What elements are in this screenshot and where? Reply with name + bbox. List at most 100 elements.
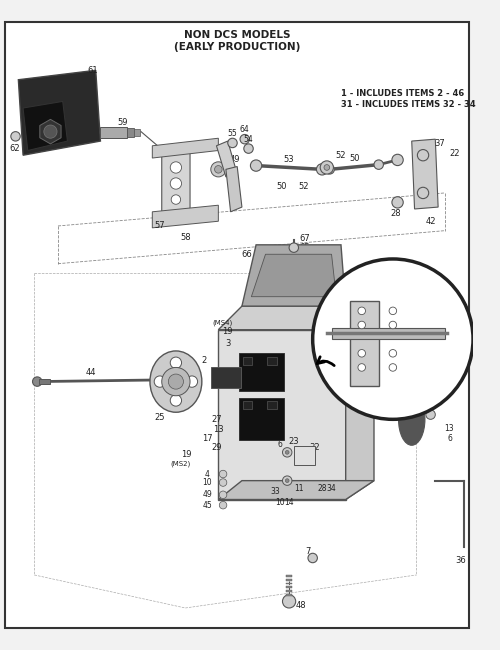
Bar [39,379,50,384]
Text: 62: 62 [10,144,20,153]
Ellipse shape [150,351,202,412]
Circle shape [286,479,289,482]
Text: 37: 37 [434,139,446,148]
FancyArrowPatch shape [317,357,334,365]
Ellipse shape [398,398,425,412]
Text: 19: 19 [222,327,233,336]
Text: 32: 32 [310,443,320,452]
Text: 52: 52 [336,151,346,160]
Text: 50: 50 [349,155,360,164]
Text: 13: 13 [388,370,398,380]
Text: 64: 64 [240,125,250,135]
Polygon shape [216,141,237,177]
Polygon shape [350,302,378,386]
Text: 50: 50 [276,182,287,191]
Text: 19: 19 [181,450,192,459]
Polygon shape [242,245,346,306]
Circle shape [389,364,396,371]
Text: 36: 36 [456,556,466,566]
Circle shape [220,479,227,486]
Circle shape [316,164,328,175]
Circle shape [170,178,181,189]
Text: 13: 13 [213,425,224,434]
Polygon shape [218,330,346,499]
Bar [286,578,292,580]
Circle shape [389,350,396,357]
Circle shape [308,553,318,563]
Circle shape [392,154,403,166]
Text: 17: 17 [202,434,212,443]
Text: 3: 3 [225,339,230,348]
Circle shape [388,410,398,419]
Circle shape [426,410,436,419]
Bar [100,127,127,138]
Bar [134,129,140,136]
Text: 66: 66 [242,250,252,259]
Text: 13: 13 [364,325,374,334]
Circle shape [220,491,227,499]
Polygon shape [218,306,374,330]
Bar [239,354,284,391]
Text: 45: 45 [202,500,212,510]
Circle shape [358,307,366,315]
Bar [332,328,444,339]
Circle shape [389,321,396,329]
Bar [294,446,314,465]
Text: 65: 65 [300,243,310,252]
Circle shape [44,125,57,138]
Circle shape [325,164,334,174]
Bar [268,402,277,409]
Text: (MS2): (MS2) [170,460,190,467]
Circle shape [286,450,289,454]
Text: 33: 33 [270,488,280,497]
Text: 34: 34 [326,484,336,493]
Text: 46: 46 [426,391,436,400]
Circle shape [214,166,222,173]
Circle shape [228,138,237,148]
Bar [243,357,252,365]
Polygon shape [152,138,218,158]
Text: 28: 28 [390,209,401,218]
Text: 67: 67 [300,234,310,242]
Text: 44: 44 [86,368,97,376]
Polygon shape [346,306,374,499]
Polygon shape [23,101,68,151]
Polygon shape [252,254,336,296]
Circle shape [168,374,184,389]
Circle shape [282,595,296,608]
Circle shape [240,135,250,144]
Text: 48: 48 [296,601,306,610]
Text: 29: 29 [211,443,222,452]
Circle shape [374,160,384,170]
Circle shape [358,350,366,357]
Circle shape [358,321,366,329]
Circle shape [324,164,330,170]
Text: 27: 27 [211,415,222,424]
Circle shape [312,259,473,419]
Polygon shape [18,70,100,155]
Text: 3: 3 [344,294,348,303]
Polygon shape [412,139,438,209]
Text: 14: 14 [284,498,294,507]
Text: 11: 11 [294,484,304,493]
Circle shape [320,161,334,174]
Bar [286,575,292,577]
Circle shape [244,144,253,153]
Bar [286,594,292,596]
Circle shape [418,150,428,161]
Text: 7: 7 [306,547,310,556]
Bar [127,128,134,137]
Circle shape [282,476,292,486]
Text: 1 - INCLUDES ITEMS 2 - 46: 1 - INCLUDES ITEMS 2 - 46 [341,90,464,98]
Text: 28: 28 [318,484,327,493]
Text: 52: 52 [298,182,308,191]
Text: 31: 31 [356,335,367,344]
Ellipse shape [398,393,425,445]
Circle shape [170,357,181,369]
Polygon shape [152,205,218,228]
Text: 6: 6 [410,370,414,380]
Circle shape [11,131,20,141]
Circle shape [392,197,403,208]
Circle shape [220,501,227,509]
Text: (MS4): (MS4) [212,320,232,326]
